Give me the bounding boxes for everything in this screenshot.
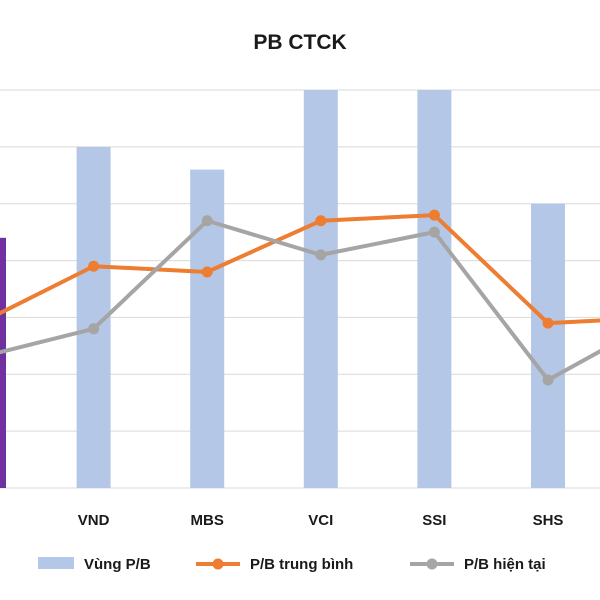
data-point bbox=[315, 215, 327, 227]
legend-label: P/B trung bình bbox=[250, 556, 353, 573]
data-point bbox=[88, 323, 100, 335]
legend-label: Vùng P/B bbox=[84, 556, 151, 573]
bar-b bbox=[0, 237, 6, 488]
x-tick-label: VCI bbox=[308, 512, 333, 529]
data-point bbox=[315, 249, 327, 261]
bar-shs bbox=[531, 203, 565, 488]
x-tick-label: SSI bbox=[422, 512, 446, 529]
x-tick-label: SHS bbox=[533, 512, 564, 529]
data-point bbox=[428, 209, 440, 221]
chart-title: PB CTCK bbox=[253, 31, 346, 54]
x-tick-label: VND bbox=[78, 512, 110, 529]
x-axis-ticks: BVNDMBSVCISSISHS bbox=[78, 512, 564, 529]
data-point bbox=[201, 266, 213, 278]
legend-swatch-bar bbox=[38, 557, 74, 569]
bar-vci bbox=[303, 90, 338, 488]
x-tick-label: MBS bbox=[191, 512, 224, 529]
legend-label: P/B hiện tại bbox=[464, 556, 546, 573]
bar-ssi bbox=[417, 90, 452, 488]
data-point bbox=[88, 260, 100, 272]
legend: Vùng P/B P/B trung bình P/B hiện tại bbox=[38, 556, 546, 573]
legend-swatch-marker bbox=[212, 558, 224, 570]
data-point bbox=[542, 374, 554, 386]
data-point bbox=[201, 215, 213, 227]
series-lines bbox=[0, 209, 600, 386]
legend-swatch-marker bbox=[426, 558, 438, 570]
data-point bbox=[542, 317, 554, 329]
data-point bbox=[428, 226, 440, 238]
